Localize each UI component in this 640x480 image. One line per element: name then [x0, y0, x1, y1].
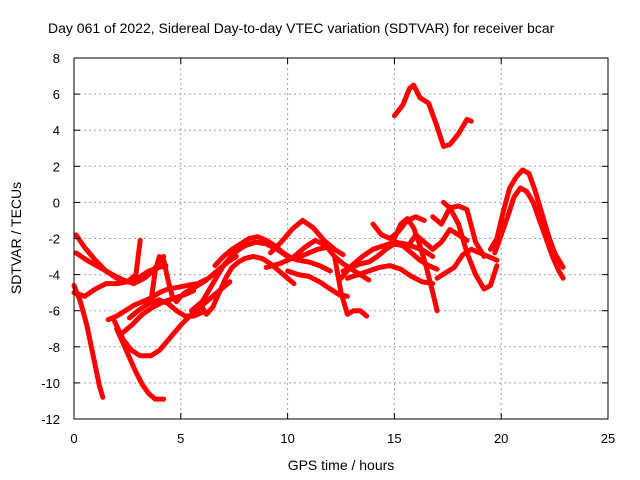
series-arc-09 [127, 297, 205, 321]
series-arc-06 [112, 279, 233, 359]
y-axis-title: SDTVAR / TECUs [8, 182, 24, 294]
x-tick-label: 20 [494, 431, 508, 446]
chart-title: Day 061 of 2022, Sidereal Day-to-day VTE… [48, 20, 555, 36]
x-axis-title: GPS time / hours [288, 457, 395, 473]
series-arc-23 [404, 227, 470, 252]
series-arc-28 [488, 167, 566, 270]
series-arc-17 [332, 254, 370, 319]
series-arc-19 [340, 241, 440, 274]
x-tick-label: 15 [387, 431, 401, 446]
y-tick-label: 6 [53, 87, 60, 102]
x-tick-label: 25 [601, 431, 615, 446]
series-arc-13 [212, 234, 329, 269]
series-arc-15 [268, 217, 346, 258]
y-tick-label: -4 [48, 268, 60, 283]
series-arc-20 [344, 263, 436, 287]
y-tick-label: -10 [41, 376, 60, 391]
y-tick-label: -12 [41, 412, 60, 427]
series-arc-07 [114, 326, 167, 402]
y-tick-label: -6 [48, 304, 60, 319]
y-tick-label: -2 [48, 232, 60, 247]
series-arc-01 [71, 282, 106, 400]
x-tick-label: 0 [70, 431, 77, 446]
x-tick-labels: 0 5 10 15 20 25 [70, 431, 615, 446]
y-tick-label: 8 [53, 51, 60, 66]
series-arc-10 [148, 254, 209, 305]
grid [74, 58, 608, 419]
series-arc-16 [285, 268, 350, 299]
series-arc-24 [391, 82, 474, 149]
y-tick-label: 0 [53, 195, 60, 210]
series-group [71, 82, 566, 402]
y-tick-label: -8 [48, 340, 60, 355]
ticks [73, 57, 609, 420]
y-tick-label: 2 [53, 159, 60, 174]
y-tick-labels: -12 -10 -8 -6 -4 -2 0 2 4 6 8 [41, 51, 60, 427]
series-arc-12 [189, 239, 333, 314]
series-arc-14 [263, 237, 372, 283]
x-tick-label: 5 [177, 431, 184, 446]
series-arc-27 [441, 199, 500, 292]
y-tick-label: 4 [53, 123, 60, 138]
series-arc-25 [430, 203, 487, 259]
series-arc-29 [492, 185, 566, 281]
x-tick-label: 10 [280, 431, 294, 446]
series-arc-11 [197, 254, 297, 317]
